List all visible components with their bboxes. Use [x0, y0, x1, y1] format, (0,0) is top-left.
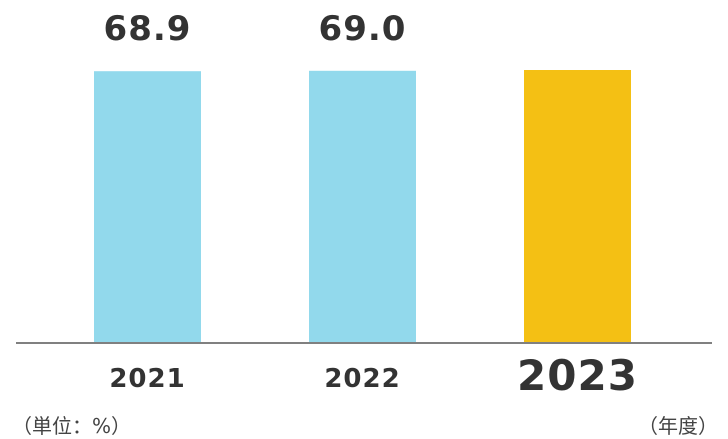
category-label-2021: 2021 — [109, 364, 185, 394]
x-unit-label: （年度） — [638, 414, 718, 438]
unit-label: （単位：%） — [12, 414, 132, 438]
bars-group — [94, 70, 631, 344]
category-labels-group: 2021 2022 2023 — [109, 351, 638, 400]
value-labels-group: 68.9 69.0 — [104, 9, 407, 49]
category-label-2023: 2023 — [517, 351, 638, 400]
value-label-2022: 69.0 — [319, 9, 407, 49]
bar-2021 — [94, 71, 201, 343]
category-label-2022: 2022 — [324, 364, 400, 394]
bar-2023 — [524, 70, 631, 343]
value-label-2021: 68.9 — [104, 9, 192, 49]
bar-2022 — [309, 70, 416, 344]
